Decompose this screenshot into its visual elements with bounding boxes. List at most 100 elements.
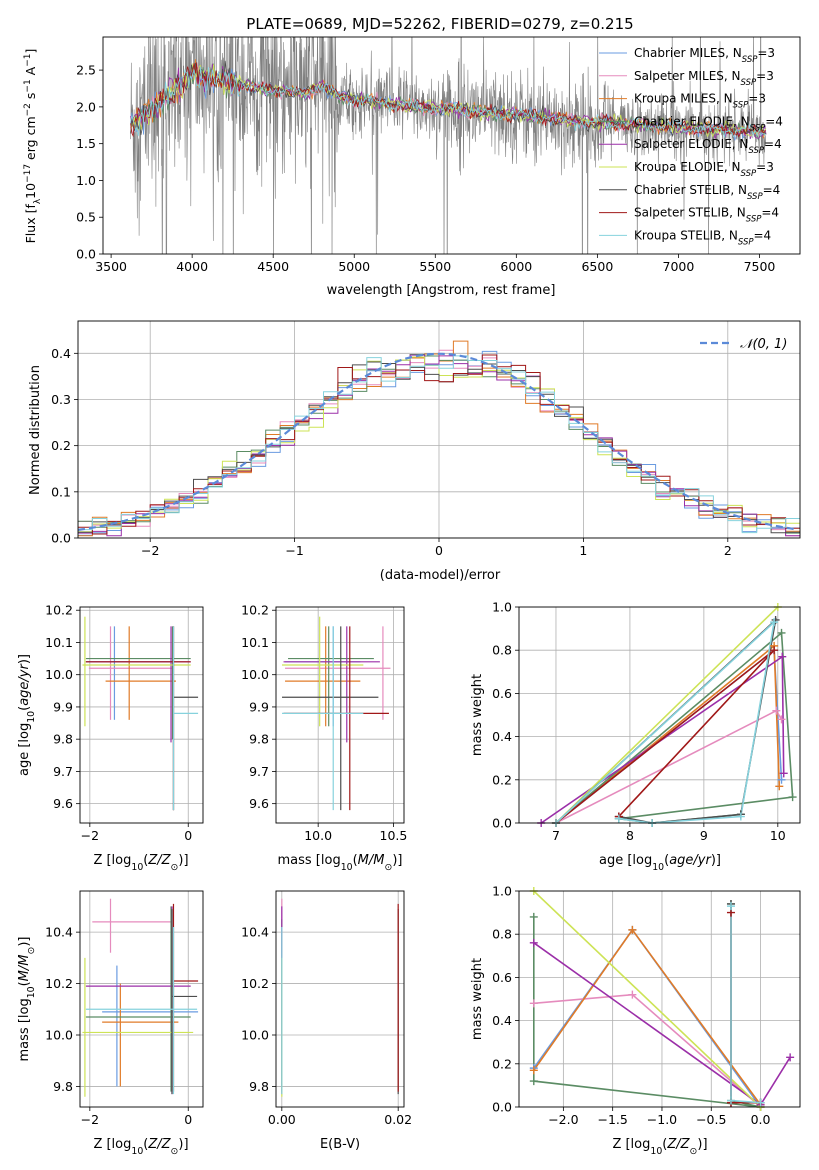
svg-text:Z [log10(Z/Z⊙)]: Z [log10(Z/Z⊙)] [612,1137,707,1157]
legend-entry: Salpeter STELIB, NSSP=4 [634,206,779,225]
svg-text:(data-model)/error: (data-model)/error [380,568,501,583]
x-tick-label: 0 [184,828,192,843]
x-tick-label: 5000 [338,259,370,274]
weight-point-salpeter-elodie [529,938,538,947]
y-tick-label: 0.5 [76,210,96,225]
weight-point-salpeter-elodie [778,652,787,661]
svg-text:mass [log10(M/M⊙)]: mass [log10(M/M⊙)] [17,937,37,1062]
weight-point-kroupa-stelib [770,618,779,627]
y-tick-label: 1.0 [492,884,512,899]
weight-point-salpeter-miles [772,706,781,715]
axes-residuals: −2 −1 0 1 2 0.0 0.1 0.2 0.3 0.4 𝒩(0, 1) (data-model… [28,320,801,583]
weight-line-salpeter-elodie [540,655,785,823]
y-tick-label: 0.8 [492,643,512,658]
svg-text:mass weight: mass weight [470,674,485,756]
svg-text:wavelength [Angstrom, rest fra: wavelength [Angstrom, rest frame] [327,283,556,298]
y-tick-label: 9.9 [249,699,269,714]
svg-text:mass [log10(M/M⊙)]: mass [log10(M/M⊙)] [278,853,403,873]
weight-point-chabrier-elodie [777,628,786,637]
x-tick-label: 0.0 [751,1112,771,1127]
y-tick-label: 9.7 [53,764,73,779]
y-tick-label: 10.0 [241,667,269,682]
svg-text:E(B-V): E(B-V) [320,1137,360,1152]
y-tick-label: 0.4 [51,346,71,361]
weight-point-kroupa-stelib [756,1098,765,1107]
x-tick-label: 3500 [95,259,127,274]
x-tick-label: −1 [285,543,303,558]
plot-area-mass_vs_Z [80,891,203,1107]
x-tick-label: 0 [184,1112,192,1127]
x-tick-label: −1.5 [597,1112,627,1127]
y-tick-label: 10.0 [45,667,73,682]
plot-area-weight_vs_Z [519,891,800,1107]
plot-area-spectrum [130,37,767,254]
y-tick-label: 1.0 [492,600,512,615]
x-tick-label: −0.5 [696,1112,726,1127]
x-tick-label: −2.0 [548,1112,578,1127]
weight-point-chabrier-elodie [529,912,538,921]
y-tick-label: 10.2 [45,603,73,618]
weight-line-salpeter-stelib [730,912,761,1104]
plot-area-mass_vs_ebv [276,891,404,1107]
y-tick-label: 0.0 [492,816,512,831]
weight-line-kroupa-stelib [555,619,776,823]
y-tick-label: 9.6 [249,796,269,811]
y-tick-label: 1.0 [76,173,96,188]
y-tick-label: 10.1 [241,635,269,650]
x-tick-label: −2 [81,828,99,843]
weight-point-kroupa-stelib [726,902,735,911]
legend-entry: Salpeter ELODIE, NSSP=4 [634,137,782,156]
y-tick-label: 10.0 [45,1028,73,1043]
axes-frame [102,36,801,255]
y-tick-label: 0.3 [51,392,71,407]
legend-entry: Chabrier STELIB, NSSP=4 [634,183,780,202]
y-tick-label: 0.0 [51,531,71,546]
x-tick-label: 2 [724,543,732,558]
plot-area-residuals [78,321,800,538]
y-tick-label: 1.5 [76,136,96,151]
x-tick-label: 10.5 [380,828,408,843]
legend-entry: 𝒩(0, 1) [740,337,787,352]
weight-point-salpeter-miles [529,999,538,1008]
y-tick-label: 0.1 [51,484,71,499]
axes-frame [79,606,204,824]
y-tick-label: 9.7 [249,764,269,779]
weight-point-salpeter-miles [777,715,786,724]
axes-spectrum: 3500 4000 4500 5000 5500 6000 6500 7000 7500 0.0 0… [23,36,801,298]
weight-point-chabrier-elodie [788,793,797,802]
axes-age_vs_Z: −2 0 9.6 9.7 9.8 9.9 10.0 10.1 10.2 Z [log10(Z/Z⊙… [17,603,204,873]
y-tick-label: 0.6 [492,970,512,985]
x-tick-label: 10 [770,828,786,843]
weight-point-salpeter-elodie [779,769,788,778]
y-tick-label: 0.0 [492,1100,512,1115]
weight-point-kroupa-miles [628,925,637,934]
y-tick-label: 2.5 [76,63,96,78]
weight-point-kroupa-miles [775,782,784,791]
weight-point-salpeter-stelib [770,646,779,655]
axes-weight_vs_Z: −2.0 −1.5 −1.0 −0.5 0.0 0.0 0.2 0.4 0.6 0.8 1.0 Z [… [470,884,801,1157]
hist-chabrier-stelib [78,361,800,538]
legend-entry: Chabrier ELODIE, NSSP=4 [634,114,783,133]
plot-area-age_vs_Z [80,607,203,823]
svg-text:Z [log10(Z/Z⊙)]: Z [log10(Z/Z⊙)] [93,853,188,873]
x-tick-label: −2 [81,1112,99,1127]
svg-text:age [log10(age/yr)]: age [log10(age/yr)] [17,654,37,776]
plot-area-age_vs_mass [276,607,404,823]
weight-point-salpeter-elodie [786,1053,795,1062]
spectrum-model-kroupa-stelib [130,66,766,138]
x-tick-label: 1 [579,543,587,558]
y-tick-label: 0.0 [76,247,96,262]
legend-entry: Kroupa STELIB, NSSP=4 [634,228,771,247]
y-tick-label: 10.0 [241,1028,269,1043]
hist-salpeter-stelib [78,354,800,538]
weight-line-kroupa-miles [533,928,762,1106]
y-tick-label: 0.2 [51,438,71,453]
axes-frame [518,890,801,1108]
x-tick-label: 7 [552,828,560,843]
axes-frame [275,890,405,1108]
y-tick-label: 10.1 [45,635,73,650]
weight-line-kroupa-elodie [533,891,762,1107]
y-tick-label: 10.4 [45,925,73,940]
weight-point-salpeter-miles [628,990,637,999]
